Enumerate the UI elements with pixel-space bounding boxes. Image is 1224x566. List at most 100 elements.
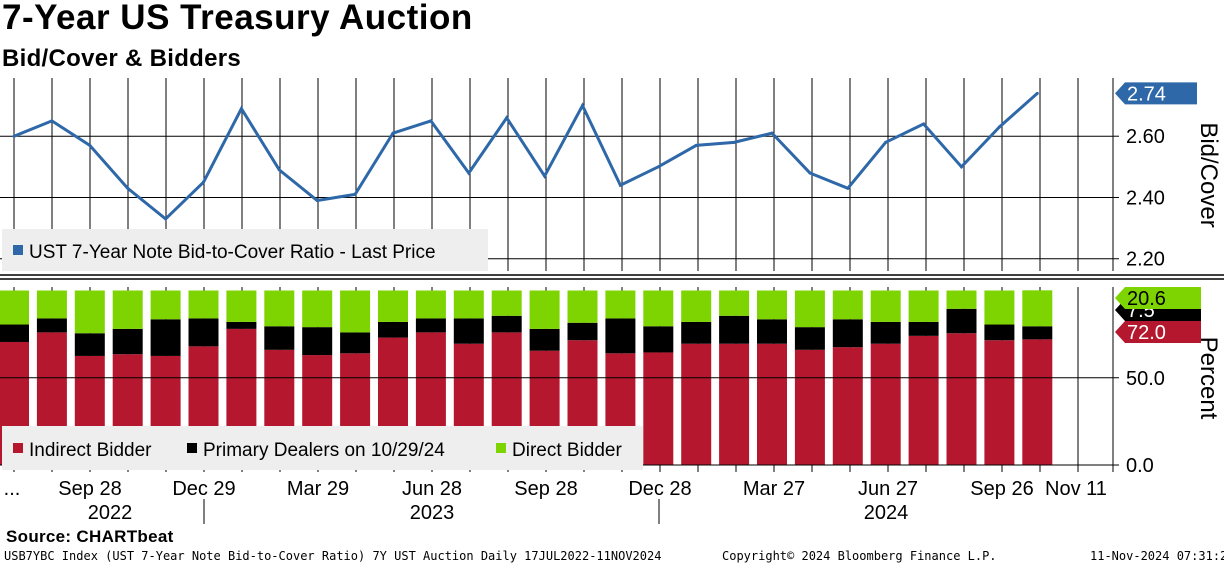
bar-primary-dealers (453, 318, 484, 344)
bar-indirect-bidder (757, 343, 787, 466)
bid-to-cover-point (12, 134, 16, 138)
bar-direct-bidder (529, 290, 560, 329)
bid-to-cover-point (50, 119, 54, 123)
bar-primary-dealers (1022, 326, 1053, 340)
bid-to-cover-point (353, 192, 357, 196)
bid-to-cover-point (505, 116, 509, 120)
bottom-legend-label: Direct Bidder (512, 440, 622, 461)
bar-primary-dealers (870, 321, 901, 344)
bar-direct-bidder (1022, 290, 1053, 327)
bar-indirect-bidder (719, 343, 750, 466)
bar-indirect-bidder (946, 333, 977, 466)
bid-to-cover-point (202, 180, 205, 184)
bid-to-cover-point (391, 131, 395, 135)
x-year-label: 2023 (410, 502, 455, 524)
bar-indirect-bidder (870, 343, 901, 466)
bar-primary-dealers (491, 315, 522, 333)
bar-primary-dealers (36, 318, 67, 333)
bottom-y-axis-title: Percent (1195, 337, 1222, 420)
bid-to-cover-point (846, 186, 850, 190)
bar-primary-dealers (340, 332, 371, 354)
bar-indirect-bidder (794, 349, 825, 466)
bar-direct-bidder (984, 290, 1015, 325)
bid-to-cover-point (429, 119, 433, 123)
bar-primary-dealers (832, 319, 863, 348)
bar-direct-bidder (491, 290, 522, 316)
bar-primary-dealers (605, 318, 636, 354)
bid-to-cover-point (581, 104, 584, 108)
bar-indirect-bidder (643, 352, 674, 466)
bar-direct-bidder (36, 290, 67, 319)
top-legend-box (2, 229, 488, 271)
bar-direct-bidder (908, 290, 939, 322)
x-tick-label: Dec 28 (628, 478, 691, 500)
bottom-legend-swatch (496, 443, 506, 453)
x-tick-label: Mar 27 (743, 478, 805, 500)
bar-primary-dealers (150, 319, 181, 356)
last-value-indirect-bidder-text: 72.0 (1127, 322, 1166, 344)
x-tick-label: Mar 29 (287, 478, 349, 500)
x-tick-label: Sep 26 (970, 478, 1033, 500)
bar-primary-dealers (415, 318, 446, 333)
bar-primary-dealers (946, 308, 977, 334)
bid-to-cover-point (808, 171, 812, 175)
bottom-legend-label: Indirect Bidder (29, 440, 152, 461)
chart-subtitle: Bid/Cover & Bidders (2, 45, 242, 72)
last-value-bid-cover-text: 2.74 (1127, 83, 1166, 105)
bid-to-cover-point (922, 122, 926, 126)
bid-to-cover-point (656, 165, 660, 169)
bar-direct-bidder (870, 290, 901, 322)
bar-primary-dealers (188, 318, 219, 347)
x-tick-label: Sep 28 (514, 478, 577, 500)
bid-to-cover-point (960, 165, 963, 169)
bar-direct-bidder (946, 290, 977, 309)
x-tick-label: Dec 29 (172, 478, 235, 500)
bar-direct-bidder (378, 290, 408, 322)
bottom-legend-swatch (187, 443, 197, 453)
bottom-legend-label: Primary Dealers on 10/29/24 (203, 440, 445, 461)
bar-direct-bidder (453, 290, 484, 319)
last-value-direct-bidder-bg (1115, 287, 1201, 309)
footer-index-text: USB7YBC Index (UST 7-Year Note Bid-to-Co… (4, 549, 662, 563)
bid-to-cover-point (164, 217, 168, 221)
bar-primary-dealers (794, 327, 825, 350)
last-value-bid-cover-bg (1115, 82, 1197, 105)
x-year-label: 2024 (864, 502, 909, 524)
x-tick-label: ... (4, 478, 21, 500)
bar-primary-dealers (908, 321, 939, 336)
bid-to-cover-point (239, 107, 243, 111)
bottom-y-tick-label: 50.0 (1126, 368, 1165, 390)
top-legend-label: UST 7-Year Note Bid-to-Cover Ratio - Las… (29, 242, 436, 263)
bar-primary-dealers (643, 326, 674, 353)
top-y-tick-label: 2.20 (1126, 249, 1165, 271)
top-legend-swatch (13, 245, 23, 255)
bar-direct-bidder (681, 290, 712, 322)
chart-title: 7-Year US Treasury Auction (2, 0, 473, 37)
bar-direct-bidder (112, 290, 143, 329)
bar-direct-bidder (415, 290, 446, 319)
bar-direct-bidder (643, 290, 674, 327)
bottom-legend-swatch (13, 443, 23, 453)
bar-primary-dealers (0, 324, 29, 342)
bar-direct-bidder (188, 290, 219, 319)
last-value-direct-bidder-text: 20.6 (1127, 288, 1166, 310)
bar-direct-bidder (605, 290, 636, 319)
bar-primary-dealers (74, 333, 105, 356)
bar-direct-bidder (567, 290, 598, 323)
footer-timestamp: 11-Nov-2024 07:31:22 (1090, 549, 1224, 563)
bid-to-cover-point (884, 140, 888, 144)
bar-indirect-bidder (832, 347, 863, 466)
last-value-indirect-bidder: 72.0 (1115, 321, 1201, 344)
bar-direct-bidder (719, 290, 750, 316)
top-y-axis-title: Bid/Cover (1195, 122, 1222, 227)
bar-primary-dealers (757, 319, 787, 344)
bar-direct-bidder (0, 290, 29, 325)
bid-to-cover-point (277, 168, 281, 172)
last-value-direct-bidder: 20.6 (1115, 287, 1201, 310)
bar-primary-dealers (719, 315, 750, 344)
bid-to-cover-point (315, 199, 319, 203)
bar-direct-bidder (340, 290, 371, 333)
bid-to-cover-point (618, 183, 622, 187)
bar-direct-bidder (150, 290, 181, 320)
bar-primary-dealers (264, 326, 295, 350)
